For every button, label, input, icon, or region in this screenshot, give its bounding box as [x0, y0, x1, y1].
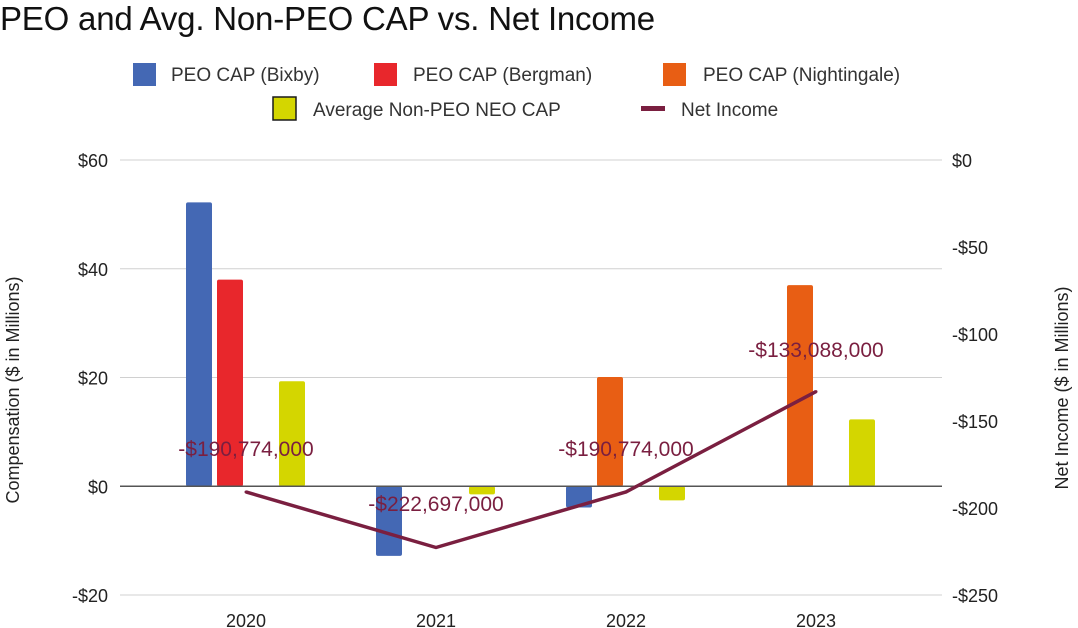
net-income-line	[245, 390, 817, 550]
chart-title: PEO and Avg. Non-PEO CAP vs. Net Income	[0, 0, 655, 37]
y-tick-label: $40	[78, 260, 108, 280]
legend-label-peo-cap-bergman: PEO CAP (Bergman)	[413, 65, 592, 86]
legend-label-peo-cap-nightingale: PEO CAP (Nightingale)	[703, 65, 900, 86]
gridlines	[120, 159, 942, 596]
net-income-data-label: -$222,697,000	[368, 493, 503, 516]
y-tick-label: $0	[88, 477, 108, 497]
legend-swatch-peo-cap-bixby	[133, 63, 156, 86]
net-income-data-label: -$190,774,000	[558, 438, 693, 461]
bar-average-non-peo-neo-cap-2022	[659, 486, 685, 501]
bar-peo-cap-bixby-2021	[376, 486, 402, 556]
x-tick-label: 2022	[606, 611, 646, 628]
x-tick-label: 2020	[226, 611, 266, 628]
y2-tick-label: -$50	[952, 238, 988, 258]
net-income-data-label: -$190,774,000	[178, 438, 313, 461]
y2-tick-label: -$100	[952, 325, 998, 345]
axis-titles: Compensation ($ in Millions) Net Income (…	[3, 276, 1072, 503]
bar-average-non-peo-neo-cap-2020	[279, 381, 305, 487]
net-income-point-2021	[434, 545, 438, 549]
net-income-point-2020	[244, 490, 248, 494]
y2-axis-title: Net Income ($ in Millions)	[1052, 286, 1072, 489]
x-tick-label: 2021	[416, 611, 456, 628]
y2-tick-label: -$200	[952, 499, 998, 519]
net-income-data-label: -$133,088,000	[748, 339, 883, 362]
y2-tick-label: -$150	[952, 412, 998, 432]
bar-peo-cap-bixby-2020	[186, 202, 212, 487]
y-tick-label: -$20	[72, 586, 108, 606]
legend-label-peo-cap-bixby: PEO CAP (Bixby)	[171, 65, 320, 86]
bar-peo-cap-nightingale-2023	[787, 285, 813, 487]
net-income-line-group	[244, 390, 818, 550]
legend-swatch-average-non-peo-neo-cap	[272, 96, 297, 121]
data-labels: -$190,774,000 -$222,697,000 -$190,774,000 -…	[178, 339, 883, 516]
legend-swatch-peo-cap-nightingale	[663, 63, 686, 86]
bars	[186, 202, 875, 556]
bar-peo-cap-bergman-2020	[217, 279, 243, 487]
bar-average-non-peo-neo-cap-2023	[849, 419, 875, 487]
legend-label-net-income: Net Income	[681, 100, 778, 121]
tick-labels: $60 $40 $20 $0 -$20 $0 -$50 -$100 -$150 -$200 -$25…	[72, 151, 998, 628]
net-income-point-2022	[624, 490, 628, 494]
legend-swatch-net-income	[641, 106, 665, 111]
bar-peo-cap-nightingale-2022	[597, 376, 623, 487]
y2-tick-label: -$250	[952, 586, 998, 606]
x-tick-label: 2023	[796, 611, 836, 628]
legend: PEO CAP (Bixby) PEO CAP (Bergman) PEO CAP …	[133, 63, 900, 121]
y-tick-label: $20	[78, 369, 108, 389]
net-income-point-2023	[814, 390, 818, 394]
y-tick-label: $60	[78, 151, 108, 171]
bar-average-non-peo-neo-cap-2021	[469, 486, 495, 495]
y-axis-title: Compensation ($ in Millions)	[3, 276, 23, 503]
legend-label-average-non-peo-neo-cap: Average Non-PEO NEO CAP	[313, 100, 561, 121]
legend-swatch-peo-cap-bergman	[374, 63, 397, 86]
y2-tick-label: $0	[952, 151, 972, 171]
